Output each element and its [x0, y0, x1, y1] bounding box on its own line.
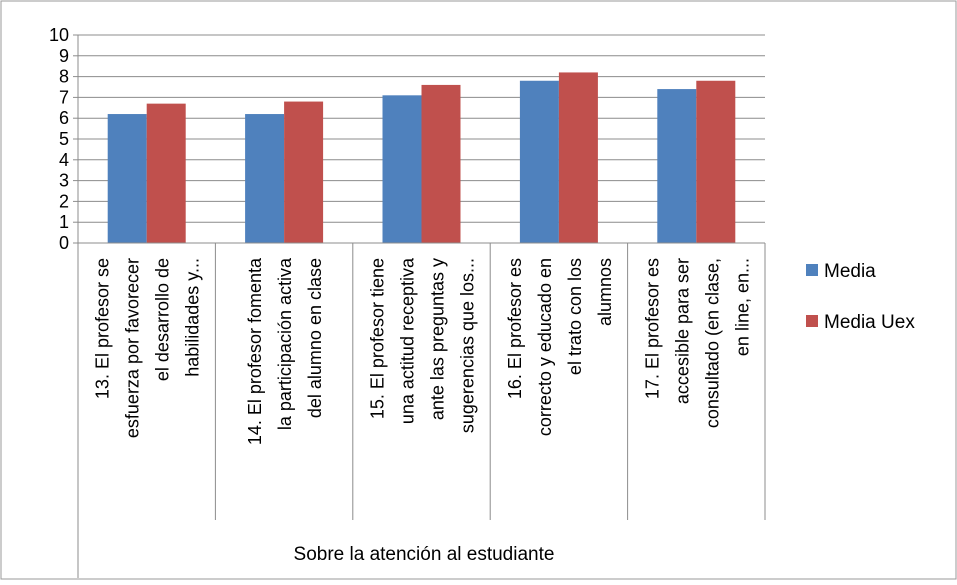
- x-category-label: 13. El profesor se esfuerza por favorecer…: [93, 258, 203, 438]
- x-axis-title: Sobre la atención al estudiante: [294, 544, 555, 565]
- x-category-label-line: en line, en...: [732, 258, 752, 356]
- bar-media-uex: [421, 84, 461, 243]
- x-category-label-line: sugerencias que los...: [458, 258, 478, 433]
- bar-media-uex: [696, 80, 736, 243]
- y-tick-label: 10: [49, 25, 69, 45]
- y-tick-label: 1: [59, 212, 69, 232]
- y-tick-label: 2: [59, 191, 69, 211]
- x-category-label-line: consultado (en clase,: [702, 258, 722, 428]
- legend-swatch: [806, 264, 818, 276]
- x-category-label-line: el trato con los: [565, 258, 585, 375]
- y-tick-label: 0: [59, 233, 69, 253]
- bar-media: [382, 95, 422, 243]
- legend-swatch: [806, 315, 818, 327]
- x-category-label: 17. El profesor es accesible para ser cons…: [642, 258, 752, 428]
- legend: Media Media Uex: [806, 261, 915, 333]
- bar-media-uex: [558, 72, 598, 243]
- bar-media: [245, 114, 285, 243]
- x-category-label: 16. El profesor es correcto y educado en e…: [505, 258, 615, 436]
- x-category-label-line: 17. El profesor es: [642, 258, 662, 399]
- y-tick-label: 8: [59, 67, 69, 87]
- x-category-label: 15. El profesor tiene una actitud recepti…: [368, 257, 478, 433]
- bar-media: [519, 80, 559, 243]
- y-tick-label: 6: [59, 108, 69, 128]
- x-category-label-line: 16. El profesor es: [505, 258, 525, 399]
- axes: [73, 34, 766, 578]
- bar-media-uex: [284, 101, 324, 243]
- legend-label: Media: [824, 261, 876, 282]
- bar-media: [657, 89, 697, 243]
- x-category-label-line: accesible para ser: [672, 258, 692, 404]
- legend-label: Media Uex: [824, 312, 915, 333]
- x-category-label-line: ante las preguntas y: [428, 258, 448, 420]
- x-category-label-line: el desarrollo de: [153, 258, 173, 381]
- y-tick-label: 3: [59, 171, 69, 191]
- y-tick-label: 7: [59, 87, 69, 107]
- bar-media-uex: [146, 103, 186, 243]
- x-category-label-line: 15. El profesor tiene: [368, 258, 388, 419]
- x-category-label-line: correcto y educado en: [535, 258, 555, 436]
- x-category-label-line: esfuerza por favorecer: [123, 258, 143, 438]
- bars: [107, 72, 736, 243]
- x-category-label-line: alumnos: [595, 258, 615, 326]
- y-tick-label: 9: [59, 46, 69, 66]
- x-category-label-line: habilidades y...: [183, 258, 203, 377]
- bar-media: [107, 114, 147, 243]
- x-category-label-line: la participación activa: [275, 257, 295, 430]
- x-category-label-line: 13. El profesor se: [93, 258, 113, 399]
- x-category-labels: 13. El profesor se esfuerza por favorecer…: [93, 257, 753, 445]
- x-category-label-line: del alumno en clase: [305, 258, 325, 418]
- x-category-label-line: una actitud receptiva: [398, 257, 418, 424]
- x-category-label: 14. El profesor fomenta la participación …: [245, 257, 325, 445]
- y-tick-label: 4: [59, 150, 69, 170]
- y-tick-label: 5: [59, 129, 69, 149]
- x-category-label-line: 14. El profesor fomenta: [245, 257, 265, 445]
